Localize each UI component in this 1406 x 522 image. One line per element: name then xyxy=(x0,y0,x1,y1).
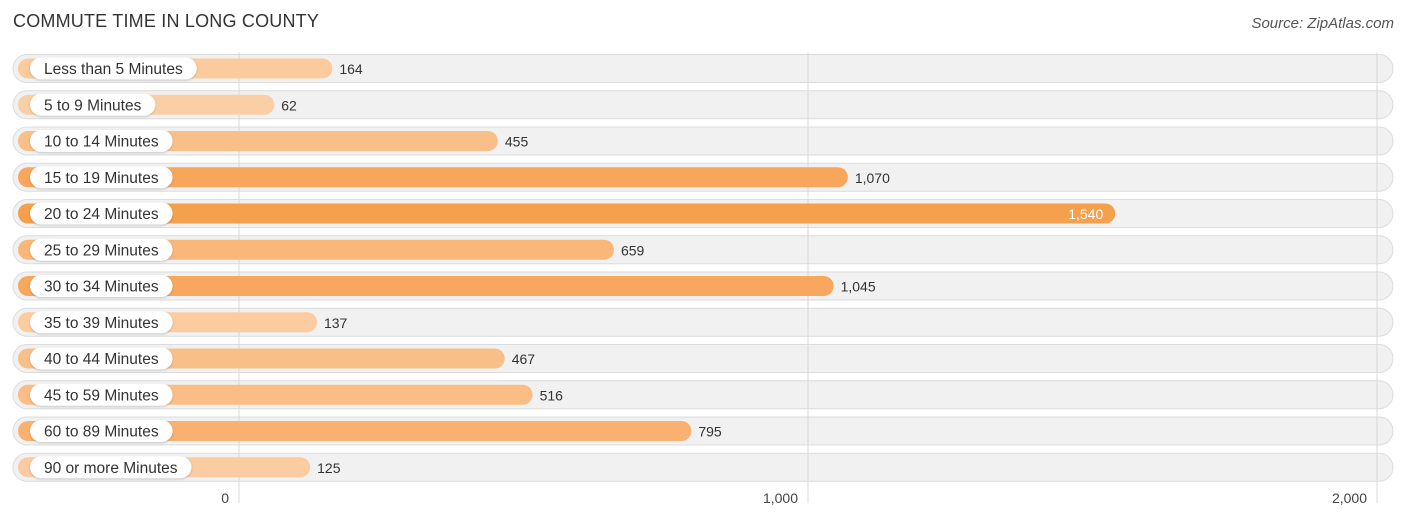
value-label: 1,045 xyxy=(841,279,876,295)
category-labels: Less than 5 Minutes 5 to 9 Minutes 10 to 1… xyxy=(30,57,197,479)
category-label: 25 to 29 Minutes xyxy=(44,242,159,259)
x-tick-label: 1,000 xyxy=(763,490,798,506)
row-background xyxy=(12,452,1394,482)
category-pill xyxy=(30,420,173,442)
category-label: 30 to 34 Minutes xyxy=(44,279,159,296)
bar xyxy=(18,276,834,296)
category-label: 5 to 9 Minutes xyxy=(44,97,142,114)
category-label: 90 or more Minutes xyxy=(44,460,178,477)
bars xyxy=(18,58,1116,478)
category-pill xyxy=(30,311,173,334)
row-background xyxy=(12,90,1394,120)
category-label: 35 to 39 Minutes xyxy=(44,315,159,332)
category-label: 15 to 19 Minutes xyxy=(44,170,159,187)
x-axis-ticks: 0 1,000 2,000 xyxy=(221,490,1367,506)
value-label: 795 xyxy=(698,424,722,440)
value-label: 125 xyxy=(317,460,341,476)
category-label: Less than 5 Minutes xyxy=(44,61,183,78)
category-pill xyxy=(30,275,173,297)
category-pill xyxy=(30,166,173,189)
category-label: 60 to 89 Minutes xyxy=(44,424,159,441)
category-label: 10 to 14 Minutes xyxy=(44,134,159,151)
category-pill xyxy=(30,383,173,406)
value-label: 62 xyxy=(281,97,297,113)
category-pill xyxy=(30,347,173,370)
value-label: 659 xyxy=(621,242,645,258)
chart-source: Source: ZipAtlas.com xyxy=(1251,15,1394,32)
bar xyxy=(18,203,1116,224)
value-label: 137 xyxy=(324,315,348,331)
category-pill xyxy=(30,130,173,152)
category-pill xyxy=(30,202,173,225)
x-tick-label: 0 xyxy=(221,490,229,506)
value-label: 467 xyxy=(512,351,536,367)
value-label: 455 xyxy=(505,134,529,150)
value-label: 516 xyxy=(540,387,564,403)
category-pill xyxy=(30,57,197,80)
bar xyxy=(18,167,848,188)
category-label: 45 to 59 Minutes xyxy=(44,387,159,404)
value-label: 1,070 xyxy=(855,170,890,186)
row-background xyxy=(12,54,1394,83)
category-pill xyxy=(30,456,192,479)
category-pill xyxy=(30,93,156,116)
row-background xyxy=(12,307,1394,337)
value-label: 1,540 xyxy=(1068,206,1103,222)
row-backgrounds xyxy=(12,54,1394,482)
value-labels: 164 62 455 1,070 1,540 659 1,045 137 467 516 795 12… xyxy=(281,61,1103,476)
x-tick-label: 2,000 xyxy=(1332,490,1367,506)
category-label: 20 to 24 Minutes xyxy=(44,206,159,223)
category-label: 40 to 44 Minutes xyxy=(44,351,159,368)
value-label: 164 xyxy=(339,61,363,77)
chart-title: COMMUTE TIME IN LONG COUNTY xyxy=(13,11,320,31)
category-pill xyxy=(30,238,173,261)
bar xyxy=(18,421,692,441)
